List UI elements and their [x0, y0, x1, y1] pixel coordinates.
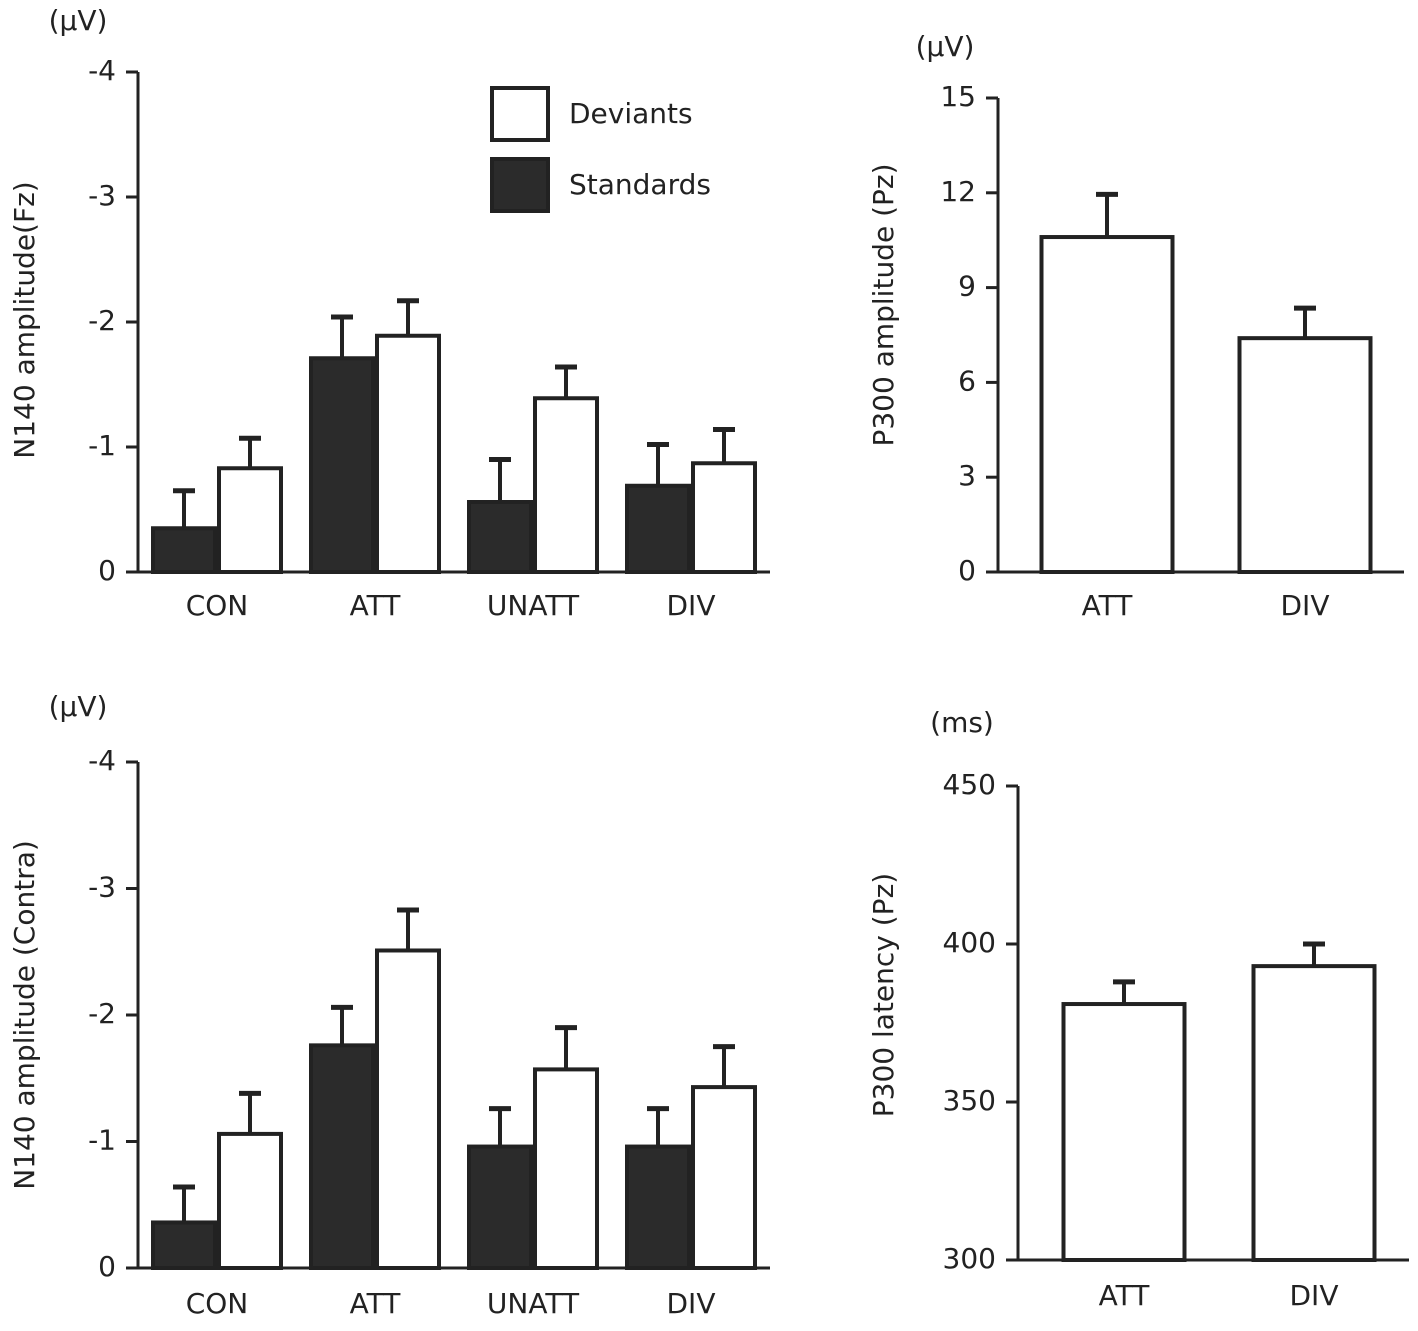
- y-tick-label: 350: [943, 1084, 996, 1117]
- y-tick-label: 3: [958, 459, 976, 492]
- x-tick-label: ATT: [350, 1287, 402, 1320]
- bar: [1061, 1002, 1187, 1262]
- y-tick-label: -2: [88, 997, 116, 1030]
- x-tick-label: ATT: [1099, 1279, 1151, 1312]
- y-tick-label: -3: [88, 871, 116, 904]
- x-tick-label: CON: [186, 1287, 249, 1320]
- x-tick-label: DIV: [667, 589, 716, 622]
- y-tick-label: 0: [98, 1250, 116, 1283]
- y-tick-label: -3: [88, 179, 116, 212]
- unit-label: (μV): [916, 30, 975, 63]
- y-axis-label: P300 latency (Pz): [867, 873, 900, 1117]
- y-tick-label: 6: [958, 364, 976, 397]
- x-tick-label: ATT: [1082, 589, 1134, 622]
- legend-swatch: [490, 86, 550, 142]
- bar: [467, 500, 533, 574]
- bar: [151, 1220, 217, 1270]
- bar: [217, 1131, 283, 1271]
- bar: [625, 1144, 691, 1271]
- bar: [1251, 964, 1377, 1262]
- x-tick-label: CON: [186, 589, 249, 622]
- bar: [309, 1043, 375, 1270]
- x-tick-label: DIV: [1281, 589, 1330, 622]
- y-tick-label: 450: [943, 768, 996, 801]
- y-tick-label: -1: [88, 429, 116, 462]
- legend-label: Standards: [569, 168, 711, 201]
- bar: [533, 396, 599, 574]
- y-tick-label: 400: [943, 926, 996, 959]
- y-tick-label: 0: [98, 554, 116, 587]
- bar: [217, 466, 283, 574]
- legend-label: Deviants: [569, 97, 693, 130]
- legend-swatch: [490, 157, 550, 213]
- y-tick-label: -4: [88, 744, 116, 777]
- unit-label: (μV): [49, 4, 108, 37]
- bar: [533, 1067, 599, 1271]
- y-axis-label: N140 amplitude(Fz): [8, 181, 41, 458]
- x-tick-label: DIV: [667, 1287, 716, 1320]
- unit-label: (μV): [49, 690, 108, 723]
- x-tick-label: ATT: [350, 589, 402, 622]
- y-tick-label: 12: [940, 175, 976, 208]
- y-tick-label: 9: [958, 270, 976, 303]
- y-axis-label: P300 amplitude (Pz): [867, 163, 900, 446]
- y-tick-label: 300: [943, 1242, 996, 1275]
- bar: [151, 526, 217, 574]
- bar: [691, 1085, 757, 1270]
- y-tick-label: 15: [940, 80, 976, 113]
- bar: [467, 1144, 533, 1271]
- bar: [625, 483, 691, 574]
- bar: [1039, 235, 1175, 574]
- y-tick-label: 0: [958, 554, 976, 587]
- bar: [1237, 336, 1373, 574]
- x-tick-label: UNATT: [487, 1287, 580, 1320]
- y-tick-label: -1: [88, 1124, 116, 1157]
- y-tick-label: -4: [88, 54, 116, 87]
- unit-label: (ms): [930, 706, 994, 739]
- bar: [375, 948, 441, 1270]
- x-tick-label: DIV: [1290, 1279, 1339, 1312]
- bar: [691, 461, 757, 574]
- y-axis-label: N140 amplitude (Contra): [8, 840, 41, 1190]
- x-tick-label: UNATT: [487, 589, 580, 622]
- bar: [375, 333, 441, 574]
- y-tick-label: -2: [88, 304, 116, 337]
- bar: [309, 356, 375, 574]
